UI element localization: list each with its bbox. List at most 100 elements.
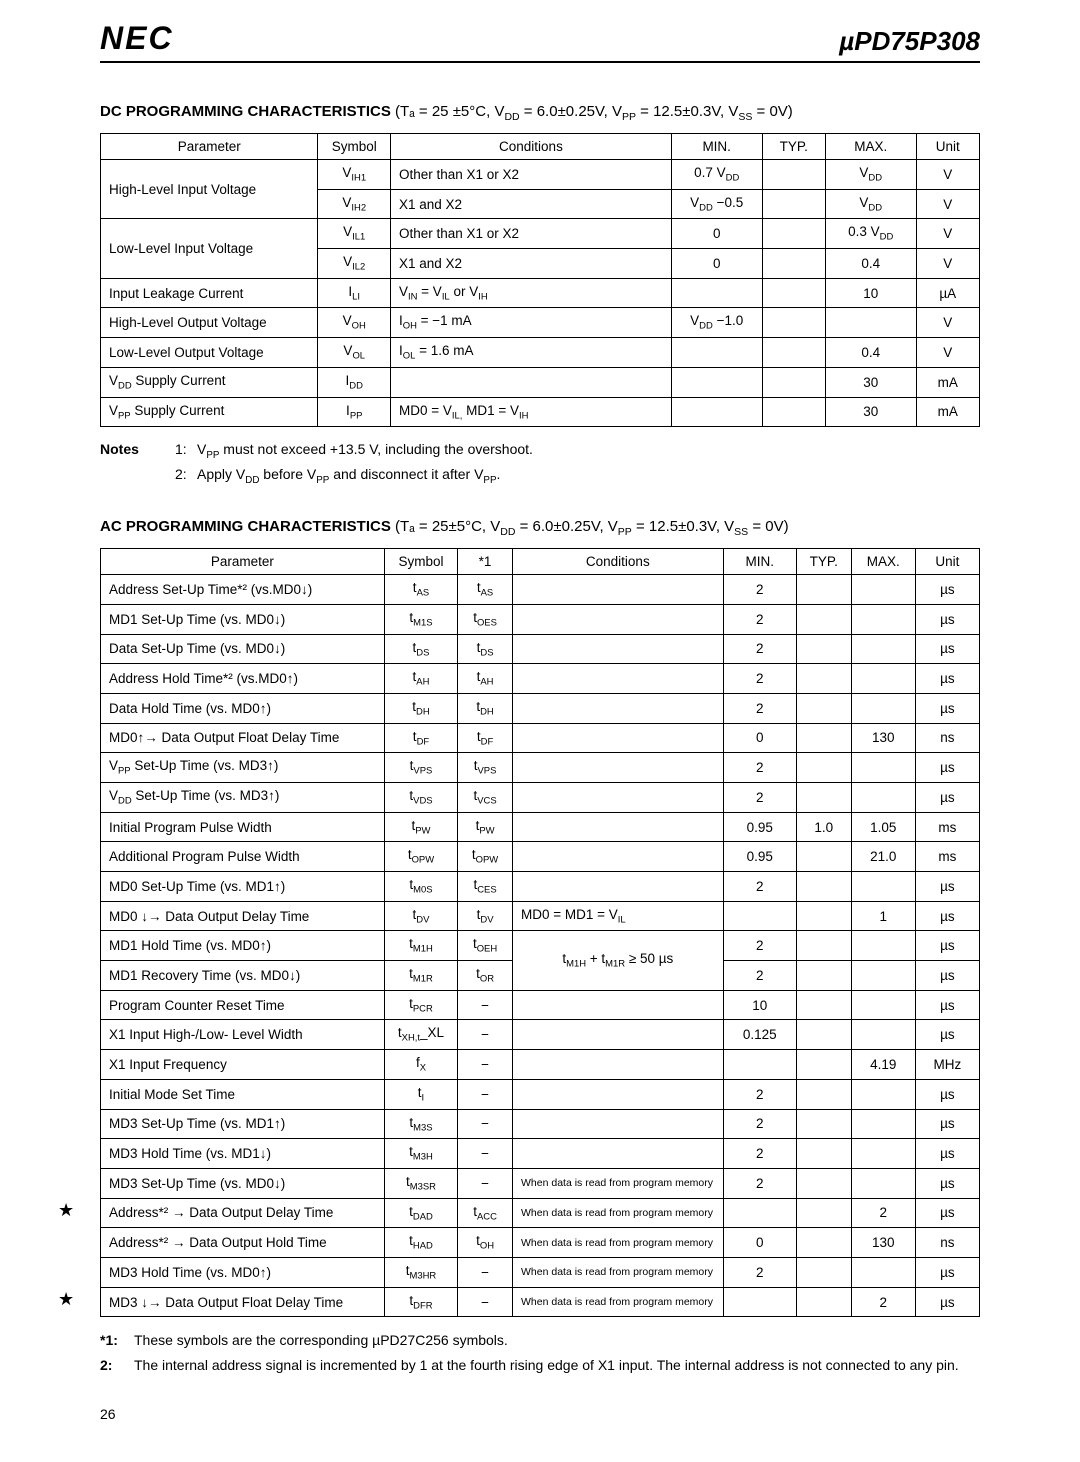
table-row: Address Hold Time*² (vs.MD0↑)tAHtAH2µs <box>101 664 980 694</box>
param-cell: MD3 Hold Time (vs. MD1↓) <box>101 1139 385 1169</box>
cell: 4.19 <box>851 1050 915 1080</box>
cell: µs <box>915 664 979 694</box>
cell: 2 <box>723 1257 796 1287</box>
cell: 2 <box>723 575 796 605</box>
param-cell: VDD Set-Up Time (vs. MD3↑) <box>101 782 385 812</box>
cell: µs <box>915 575 979 605</box>
cell: 10 <box>723 990 796 1020</box>
param-cell: Initial Program Pulse Width <box>101 812 385 842</box>
cell: tPW <box>458 812 513 842</box>
param-cell: Initial Mode Set Time <box>101 1079 385 1109</box>
cell: VIH2 <box>318 189 390 219</box>
table-row: MD3 Set-Up Time (vs. MD0↓)tM3SR−When dat… <box>101 1168 980 1198</box>
param-cell: Low-Level Input Voltage <box>101 219 318 278</box>
param-cell: Address Set-Up Time*² (vs.MD0↓) <box>101 575 385 605</box>
cell: 0.95 <box>723 812 796 842</box>
cell <box>796 931 851 961</box>
cell: tM1H + tM1R ≥ 50 µs <box>513 931 724 990</box>
param-cell: VDD Supply Current <box>101 367 318 397</box>
table-header: MIN. <box>671 134 762 160</box>
cell: µs <box>915 1109 979 1139</box>
cell: ns <box>915 1228 979 1258</box>
cell: µA <box>916 278 979 308</box>
cell <box>796 961 851 991</box>
param-cell: MD3 Hold Time (vs. MD0↑) <box>101 1257 385 1287</box>
table-row: MD1 Set-Up Time (vs. MD0↓)tM1StOES2µs <box>101 604 980 634</box>
cell: − <box>458 1287 513 1317</box>
cell <box>390 367 671 397</box>
cell: tDFR <box>384 1287 457 1317</box>
cell: 2 <box>723 634 796 664</box>
cell: µs <box>915 1139 979 1169</box>
ac-title-cond: (Tₐ = 25±5°C, VDD = 6.0±0.25V, VPP = 12.… <box>391 518 789 535</box>
cell: tDF <box>384 723 457 753</box>
cell: tOPW <box>384 842 457 872</box>
cell: tM3S <box>384 1109 457 1139</box>
cell: µs <box>915 1079 979 1109</box>
cell: µs <box>915 1198 979 1228</box>
cell: tM1S <box>384 604 457 634</box>
cell: tDH <box>458 693 513 723</box>
cell <box>796 1139 851 1169</box>
cell <box>513 693 724 723</box>
cell <box>851 575 915 605</box>
cell: mA <box>916 397 979 427</box>
cell: − <box>458 1168 513 1198</box>
cell: ms <box>915 812 979 842</box>
cell: tDS <box>458 634 513 664</box>
table-row: MD0 ↓→ Data Output Delay TimetDVtDVMD0 =… <box>101 901 980 931</box>
cell: VOH <box>318 308 390 338</box>
cell: µs <box>915 782 979 812</box>
cell: VIN = VIL or VIH <box>390 278 671 308</box>
cell <box>796 901 851 931</box>
cell: 2 <box>851 1198 915 1228</box>
table-row: MD3 ↓→ Data Output Float Delay TimetDFR−… <box>101 1287 980 1317</box>
cell: VOL <box>318 338 390 368</box>
cell: tVPS <box>384 753 457 783</box>
table-row: High-Level Output VoltageVOHIOH = −1 mAV… <box>101 308 980 338</box>
cell: When data is read from program memory <box>513 1198 724 1228</box>
table-header: Conditions <box>513 549 724 575</box>
table-header: Parameter <box>101 134 318 160</box>
cell <box>671 338 762 368</box>
cell <box>762 308 825 338</box>
cell <box>513 812 724 842</box>
note-row: 2:Apply VDD before VPP and disconnect it… <box>100 464 980 488</box>
cell <box>513 1079 724 1109</box>
cell <box>671 397 762 427</box>
cell: µs <box>915 872 979 902</box>
cell: V <box>916 189 979 219</box>
ac-table: ParameterSymbol*1ConditionsMIN.TYP.MAX.U… <box>100 548 980 1317</box>
table-header: MAX. <box>851 549 915 575</box>
cell <box>851 753 915 783</box>
cell: 1 <box>851 901 915 931</box>
cell <box>796 842 851 872</box>
table-row: VDD Set-Up Time (vs. MD3↑)tVDStVCS2µs <box>101 782 980 812</box>
cell: tAS <box>458 575 513 605</box>
cell: tOPW <box>458 842 513 872</box>
cell <box>513 664 724 694</box>
cell: µs <box>915 961 979 991</box>
cell <box>851 1109 915 1139</box>
cell: When data is read from program memory <box>513 1228 724 1258</box>
cell: 1.0 <box>796 812 851 842</box>
part-number: µPD75P308 <box>839 26 980 57</box>
table-row: Initial Mode Set TimetI−2µs <box>101 1079 980 1109</box>
table-row: MD3 Set-Up Time (vs. MD1↑)tM3S−2µs <box>101 1109 980 1139</box>
table-header: MAX. <box>825 134 916 160</box>
cell <box>851 1020 915 1050</box>
cell: 2 <box>723 664 796 694</box>
cell <box>851 782 915 812</box>
cell <box>796 1109 851 1139</box>
table-row: VDD Supply CurrentIDD30mA <box>101 367 980 397</box>
table-header: MIN. <box>723 549 796 575</box>
cell: VDD <box>825 160 916 190</box>
table-header: Symbol <box>384 549 457 575</box>
cell <box>796 1050 851 1080</box>
cell: 30 <box>825 397 916 427</box>
cell <box>513 604 724 634</box>
table-row: Address*² → Data Output Delay TimetDADtA… <box>101 1198 980 1228</box>
cell: tDH <box>384 693 457 723</box>
cell: 0 <box>671 249 762 279</box>
cell: IOH = −1 mA <box>390 308 671 338</box>
